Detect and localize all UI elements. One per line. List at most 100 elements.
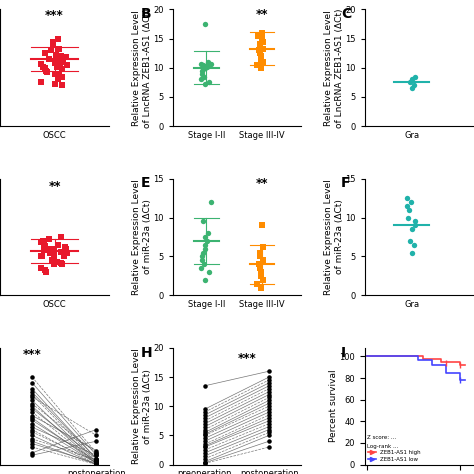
- Point: [253, 61, 261, 69]
- Point: [49, 38, 56, 46]
- Point: [265, 393, 273, 401]
- Point: [28, 391, 36, 398]
- Point: [257, 272, 265, 280]
- Point: [201, 430, 209, 438]
- Point: [92, 461, 100, 468]
- Point: [265, 411, 273, 419]
- Point: [254, 32, 262, 39]
- Point: [265, 423, 273, 430]
- Point: [57, 52, 64, 60]
- Point: [54, 64, 61, 71]
- Text: ***: ***: [23, 348, 42, 361]
- Point: [92, 431, 100, 439]
- Text: H: H: [141, 346, 152, 359]
- Point: [28, 451, 36, 459]
- Point: [265, 408, 273, 416]
- Point: [28, 400, 36, 408]
- Point: [42, 67, 50, 74]
- Point: [58, 65, 66, 73]
- Point: [201, 431, 209, 439]
- Point: [92, 451, 100, 459]
- Point: [54, 258, 61, 266]
- Point: [92, 457, 100, 465]
- Point: [51, 59, 59, 67]
- Point: [60, 58, 67, 66]
- Point: [265, 431, 273, 439]
- Point: [61, 249, 68, 256]
- Point: [60, 253, 67, 260]
- Point: [37, 238, 45, 246]
- Point: [410, 241, 417, 248]
- Point: [28, 412, 36, 419]
- Text: **: **: [48, 180, 61, 193]
- Point: [411, 218, 419, 225]
- Point: [260, 46, 267, 53]
- Point: [92, 447, 100, 454]
- Point: [197, 60, 205, 67]
- Point: [92, 458, 100, 466]
- Point: [92, 460, 100, 467]
- Point: [201, 435, 209, 442]
- Point: [201, 446, 209, 454]
- Point: [54, 35, 62, 43]
- Point: [408, 249, 416, 256]
- Point: [199, 61, 207, 69]
- Point: [201, 438, 209, 445]
- Point: [199, 249, 207, 256]
- Point: [259, 276, 266, 283]
- Point: [258, 64, 265, 72]
- Point: [57, 259, 64, 266]
- Point: [28, 440, 36, 447]
- Point: [411, 73, 419, 81]
- Point: [92, 461, 100, 468]
- Point: [201, 452, 209, 460]
- Point: [58, 260, 66, 268]
- Point: [207, 61, 214, 68]
- Point: [265, 385, 273, 392]
- Point: [201, 459, 209, 466]
- Point: [92, 455, 100, 463]
- Text: **: **: [256, 8, 268, 21]
- Point: [40, 237, 47, 245]
- Point: [265, 426, 273, 433]
- Point: [51, 70, 58, 77]
- Point: [265, 417, 273, 425]
- Point: [265, 400, 273, 407]
- Point: [404, 214, 412, 221]
- Point: [47, 46, 55, 54]
- Point: [265, 379, 273, 387]
- Point: [201, 241, 209, 248]
- Point: [28, 373, 36, 381]
- Text: Z score: ...: Z score: ...: [367, 435, 396, 440]
- Point: [50, 251, 58, 259]
- Point: [37, 79, 45, 86]
- Text: I: I: [341, 346, 346, 359]
- Point: [255, 260, 263, 268]
- Point: [408, 76, 416, 83]
- Point: [201, 411, 209, 419]
- Point: [201, 417, 209, 425]
- Point: [265, 391, 273, 398]
- Point: [57, 56, 64, 64]
- Point: [201, 442, 209, 450]
- Point: [265, 367, 273, 375]
- Point: [92, 460, 100, 467]
- Point: [48, 256, 56, 264]
- Point: [265, 414, 273, 422]
- Y-axis label: Relative Expression Level
of miR-23a (ΔCt): Relative Expression Level of miR-23a (ΔC…: [132, 348, 152, 464]
- Point: [38, 252, 46, 259]
- Y-axis label: Relative Expression Level
of LncRNA ZEB1-AS1 (ΔCt): Relative Expression Level of LncRNA ZEB1…: [325, 8, 344, 128]
- Point: [199, 65, 207, 73]
- Point: [205, 268, 212, 276]
- Point: [201, 428, 209, 436]
- Point: [28, 428, 36, 436]
- Point: [52, 51, 60, 59]
- Point: [92, 460, 100, 467]
- Point: [37, 264, 45, 272]
- Point: [201, 414, 209, 422]
- Point: [28, 414, 36, 422]
- Point: [63, 54, 70, 61]
- Point: [46, 249, 54, 256]
- Point: [199, 70, 206, 77]
- Point: [407, 198, 415, 206]
